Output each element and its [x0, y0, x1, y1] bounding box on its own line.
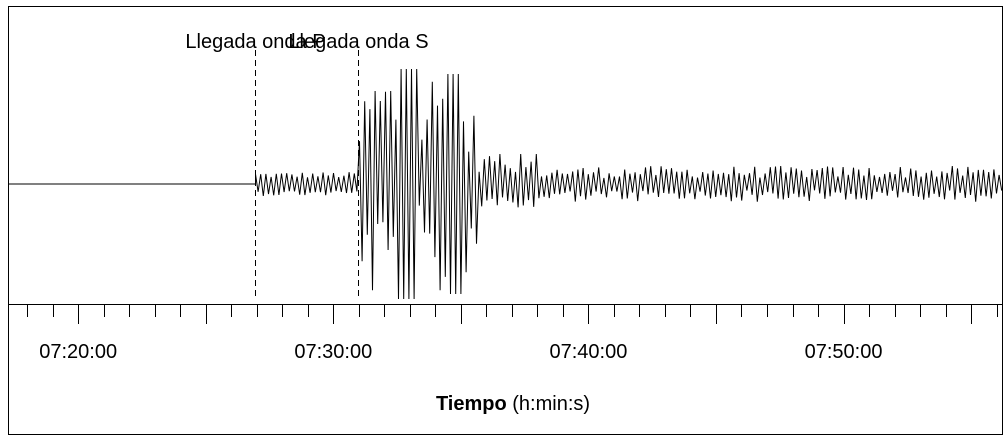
x-axis-tick-labels: 07:20:00 07:30:00 07:40:00 07:50:00: [39, 341, 882, 363]
x-axis-ticks: [27, 304, 998, 324]
x-axis-title-unit: (h:min:s): [507, 393, 590, 415]
seismic-trace: [8, 68, 1003, 300]
x-axis-title: Tiempo (h:min:s): [436, 393, 590, 415]
x-tick-label: 07:30:00: [294, 341, 372, 363]
x-tick-label: 07:40:00: [549, 341, 627, 363]
x-tick-label: 07:20:00: [39, 341, 117, 363]
x-tick-label: 07:50:00: [805, 341, 883, 363]
phase-marker-label: Llegada onda P: [185, 31, 325, 53]
x-axis-title-bold: Tiempo: [436, 393, 507, 415]
plot-frame: [8, 6, 1003, 435]
phase-marker-label: Llegada onda S: [288, 31, 428, 53]
